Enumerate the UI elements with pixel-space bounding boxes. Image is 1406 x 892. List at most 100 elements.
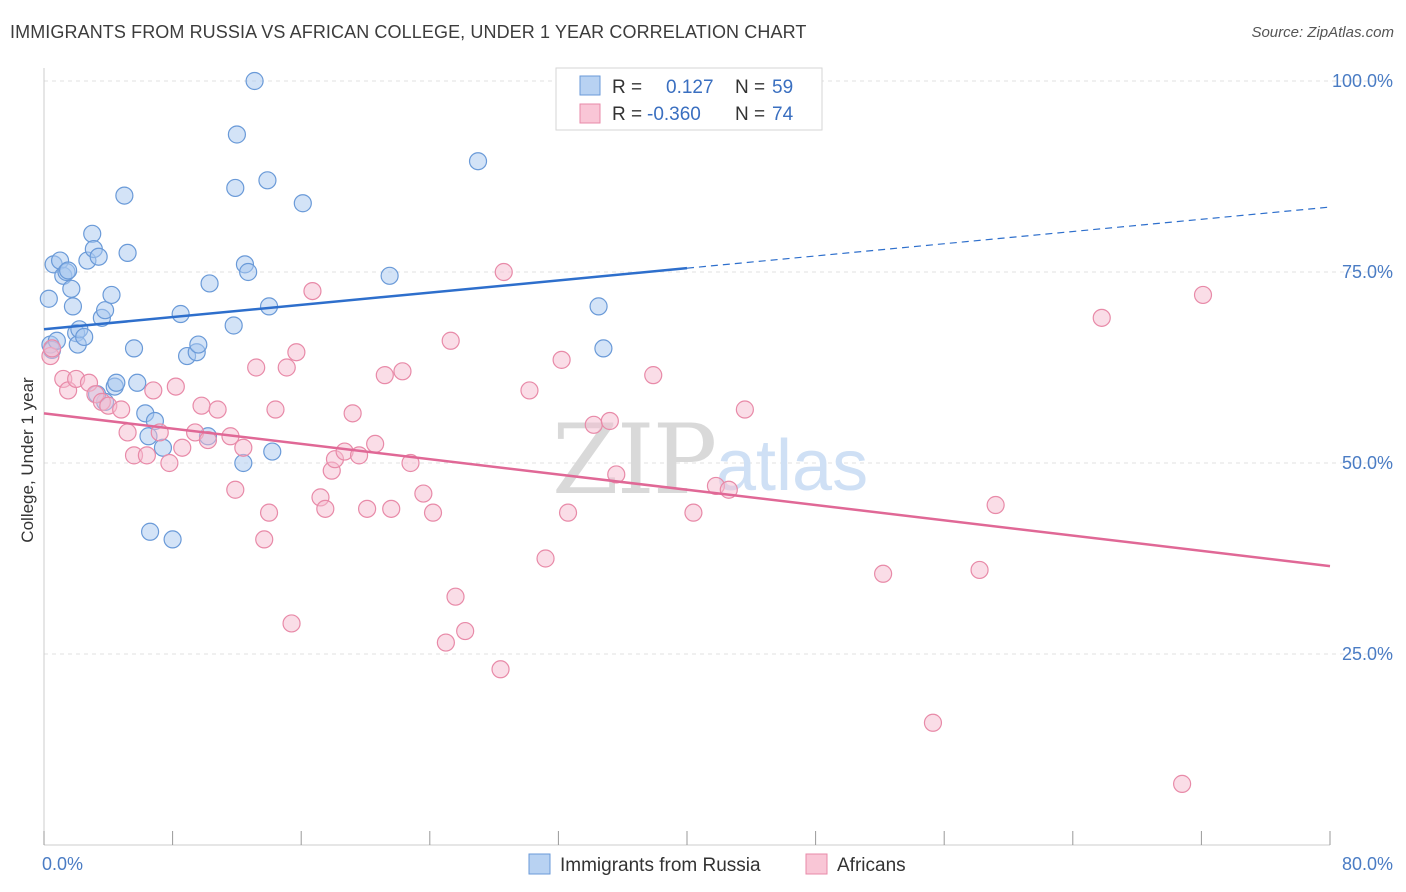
africans-point-48 xyxy=(436,633,455,652)
legend-r-value-2: -0.360 xyxy=(647,104,701,125)
africans-point-43 xyxy=(382,499,401,518)
africans-point-28 xyxy=(266,400,285,419)
africans-point-40 xyxy=(358,499,377,518)
legend-swatch-russia xyxy=(579,75,601,96)
africans-point-41 xyxy=(366,434,385,453)
axes xyxy=(43,68,1331,846)
russia-point-18 xyxy=(89,247,108,266)
russia-point-52 xyxy=(293,194,312,213)
africans-point-34 xyxy=(316,499,335,518)
russia-point-56 xyxy=(594,339,613,358)
africans-point-54 xyxy=(520,381,539,400)
russia-point-10 xyxy=(63,297,83,316)
bottom-legend-russia: Immigrants from Russia xyxy=(560,855,761,876)
africans-point-19 xyxy=(192,396,211,415)
russia-point-21 xyxy=(102,285,121,305)
africans-point-45 xyxy=(401,453,420,473)
africans-point-10 xyxy=(118,423,137,442)
africans-point-69 xyxy=(986,495,1005,515)
legend-r-label-1: R = xyxy=(612,77,642,98)
africans-point-29 xyxy=(277,358,296,377)
africans-point-21 xyxy=(208,400,227,419)
russia-trend-extension xyxy=(686,206,1331,269)
africans-point-42 xyxy=(375,366,394,385)
legend: R = 0.127 N = 59 R = -0.360 N = 74 xyxy=(555,67,823,131)
africans-point-12 xyxy=(137,446,156,465)
russia-point-0 xyxy=(39,289,58,308)
watermark: ZIP atlas xyxy=(552,404,868,516)
watermark-zip: ZIP xyxy=(552,404,715,516)
bottom-legend-swatch-africans xyxy=(805,853,828,875)
y-tick-label-3: 100.0% xyxy=(1332,71,1393,91)
africans-point-17 xyxy=(173,438,192,457)
africans-point-51 xyxy=(456,621,475,641)
africans-trend-line xyxy=(43,412,1331,568)
africans-point-27 xyxy=(259,503,279,522)
y-axis-label: College, Under 1 year xyxy=(18,377,37,543)
russia-point-44 xyxy=(227,125,246,144)
africans-point-72 xyxy=(1193,285,1213,305)
russia-point-35 xyxy=(163,530,182,549)
data-points xyxy=(39,71,1213,793)
bottom-legend-swatch-russia xyxy=(528,853,551,875)
watermark-atlas: atlas xyxy=(716,426,868,506)
russia-point-43 xyxy=(226,178,245,198)
africans-point-67 xyxy=(923,713,943,732)
africans-point-25 xyxy=(247,358,266,377)
africans-point-38 xyxy=(343,404,362,423)
russia-point-20 xyxy=(95,301,115,320)
africans-point-70 xyxy=(1092,308,1111,327)
russia-trend-line xyxy=(43,266,688,331)
russia-point-33 xyxy=(153,438,173,457)
africans-point-65 xyxy=(735,400,754,419)
africans-point-66 xyxy=(874,564,893,583)
russia-point-53 xyxy=(380,266,399,285)
legend-r-label-2: R = xyxy=(612,104,642,125)
y-tick-label-0: 25.0% xyxy=(1342,644,1393,664)
russia-point-36 xyxy=(171,304,190,324)
africans-point-61 xyxy=(644,366,663,385)
africans-point-68 xyxy=(970,560,989,580)
russia-point-54 xyxy=(468,152,488,171)
legend-n-label-2: N = xyxy=(735,104,765,125)
chart-title: IMMIGRANTS FROM RUSSIA VS AFRICAN COLLEG… xyxy=(10,22,807,42)
africans-point-60 xyxy=(607,465,626,484)
russia-point-14 xyxy=(75,327,94,347)
africans-point-13 xyxy=(144,381,163,400)
russia-point-49 xyxy=(258,171,277,190)
russia-point-55 xyxy=(589,297,608,316)
africans-point-46 xyxy=(414,484,433,503)
africans-point-31 xyxy=(287,343,306,362)
x-tick-label-1: 80.0% xyxy=(1342,854,1393,874)
russia-point-41 xyxy=(200,274,219,293)
africans-point-47 xyxy=(423,503,443,522)
russia-point-45 xyxy=(234,453,253,473)
russia-point-27 xyxy=(115,186,134,205)
africans-point-53 xyxy=(494,262,513,282)
africans-point-30 xyxy=(282,614,301,633)
russia-point-47 xyxy=(239,262,258,282)
trend-lines xyxy=(43,206,1331,568)
africans-point-58 xyxy=(584,415,603,434)
x-tick-label-0: 0.0% xyxy=(42,854,83,874)
russia-point-34 xyxy=(140,522,160,541)
africans-point-62 xyxy=(684,503,703,522)
russia-point-16 xyxy=(83,224,102,243)
legend-r-value-1: 0.127 xyxy=(666,77,714,98)
tick-labels: 25.0% 50.0% 75.0% 100.0% 0.0% 80.0% xyxy=(42,71,1393,874)
africans-point-57 xyxy=(558,503,578,522)
russia-point-28 xyxy=(124,339,144,358)
africans-point-15 xyxy=(160,453,179,473)
africans-point-59 xyxy=(600,411,619,431)
russia-point-23 xyxy=(107,373,126,392)
bottom-legend-africans: Africans xyxy=(837,855,906,876)
africans-point-23 xyxy=(226,480,245,499)
legend-n-label-1: N = xyxy=(735,77,765,98)
bottom-legend: Immigrants from Russia Africans xyxy=(528,853,906,876)
africans-point-50 xyxy=(446,587,465,606)
africans-point-32 xyxy=(303,282,322,301)
russia-point-29 xyxy=(128,373,147,392)
africans-point-16 xyxy=(166,377,185,396)
russia-point-8 xyxy=(59,261,78,280)
legend-swatch-africans xyxy=(579,103,601,124)
